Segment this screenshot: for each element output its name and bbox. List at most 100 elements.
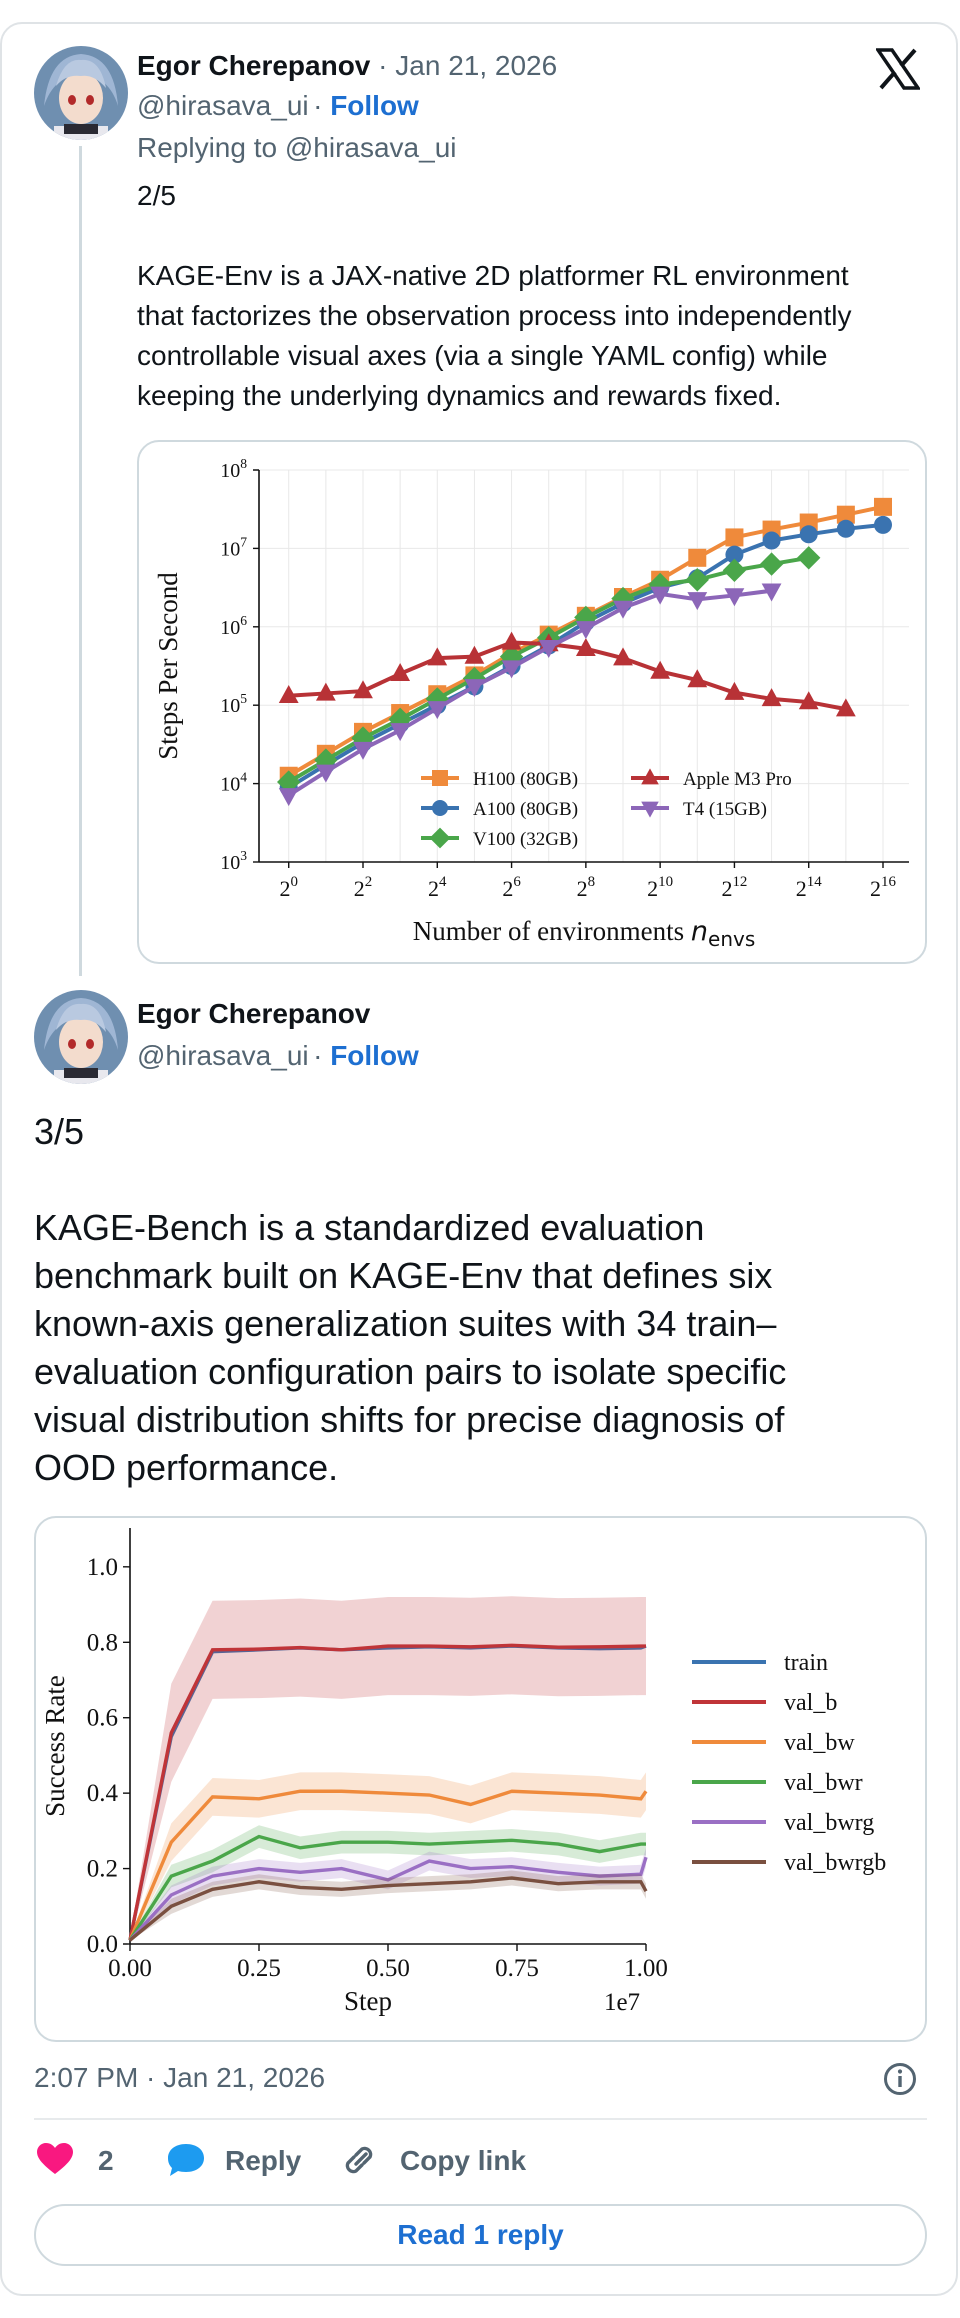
author-handle[interactable]: @hirasava_ui bbox=[137, 1040, 309, 1071]
data-point bbox=[762, 531, 781, 550]
series-line bbox=[128, 1834, 646, 1942]
handle-row: @hirasava_ui · Follow bbox=[137, 88, 419, 129]
avatar-image bbox=[34, 990, 128, 1084]
follow-button[interactable]: Follow bbox=[330, 90, 419, 121]
confidence-band bbox=[130, 1825, 646, 1941]
reply-label[interactable]: Reply bbox=[225, 2145, 302, 2176]
tweet-text-line: OOD performance. bbox=[34, 1447, 339, 1488]
y-tick-label: 108 bbox=[220, 456, 247, 482]
legend-item: val_b bbox=[692, 1690, 837, 1716]
post-timestamp[interactable]: 2:07 PM · Jan 21, 2026 bbox=[34, 2062, 326, 2093]
x-tick-label: 1.00 bbox=[624, 1955, 668, 1982]
avatar-image bbox=[34, 46, 128, 140]
data-point bbox=[464, 679, 485, 698]
y-tick-label: 104 bbox=[220, 770, 247, 796]
link-icon bbox=[345, 2146, 373, 2174]
author-name[interactable]: Egor Cherepanov · Jan 21, 2026 bbox=[137, 48, 557, 84]
data-point bbox=[650, 660, 671, 679]
x-tick-label: 24 bbox=[428, 874, 447, 901]
legend-item: val_bwrgb bbox=[692, 1850, 886, 1876]
legend-label: val_b bbox=[784, 1690, 837, 1716]
confidence-band bbox=[130, 1847, 646, 1941]
data-point bbox=[724, 588, 745, 607]
x-tick-label: 26 bbox=[502, 874, 521, 901]
thread-connector bbox=[79, 146, 82, 976]
tweet-text: KAGE-Env is a JAX-native 2D platformer R… bbox=[137, 256, 927, 416]
data-point bbox=[761, 688, 782, 707]
data-point bbox=[761, 583, 782, 602]
info-icon[interactable] bbox=[883, 2062, 917, 2101]
legend-item: T4 (15GB) bbox=[631, 799, 767, 820]
data-point bbox=[278, 684, 299, 703]
data-series bbox=[278, 583, 782, 807]
x-logo-icon[interactable] bbox=[874, 48, 922, 95]
y-axis-label: Success Rate bbox=[40, 1675, 70, 1817]
x-tick-label: 0.75 bbox=[495, 1955, 539, 1982]
data-point bbox=[353, 741, 373, 760]
success-rate-chart: 0.00 0.25 0.50 0.75 1.00 0.0 0.2 0.4 0.6 0.8 1.0 St… bbox=[40, 1528, 886, 2016]
tweet-text-line: visual distribution shifts for precise d… bbox=[34, 1399, 785, 1440]
read-replies-button[interactable]: Read 1 reply bbox=[34, 2204, 927, 2266]
data-point bbox=[353, 680, 373, 699]
x-axis-label: Step bbox=[344, 1986, 392, 2016]
y-tick-label: 1.0 bbox=[87, 1554, 118, 1581]
post-date[interactable]: Jan 21, 2026 bbox=[395, 50, 558, 81]
data-point bbox=[390, 663, 411, 682]
separator-dot: · bbox=[313, 1040, 331, 1071]
like-count[interactable]: 2 bbox=[98, 2145, 114, 2176]
data-point bbox=[315, 764, 336, 783]
y-tick-label: 105 bbox=[220, 691, 247, 717]
data-point bbox=[278, 788, 299, 807]
author-name[interactable]: Egor Cherepanov bbox=[137, 998, 371, 1029]
y-axis-label: Steps Per Second bbox=[153, 572, 183, 760]
author-name-text[interactable]: Egor Cherepanov bbox=[137, 50, 371, 81]
legend-label: val_bwr bbox=[784, 1770, 863, 1796]
legend-label: val_bw bbox=[784, 1730, 855, 1756]
data-point bbox=[685, 568, 709, 592]
legend-label: T4 (15GB) bbox=[683, 799, 767, 820]
data-point bbox=[429, 827, 451, 849]
copy-link-button[interactable] bbox=[340, 2142, 378, 2183]
data-series bbox=[278, 631, 856, 717]
data-point bbox=[725, 545, 744, 564]
data-point bbox=[650, 586, 671, 605]
data-point bbox=[648, 572, 672, 597]
data-series bbox=[128, 1847, 648, 1942]
y-tick-label: 107 bbox=[220, 534, 247, 560]
tweet-text-line: benchmark built on KAGE-Env that defines… bbox=[34, 1255, 773, 1296]
y-tick-label: 103 bbox=[220, 848, 247, 874]
series-line bbox=[128, 1856, 648, 1942]
copy-link-label[interactable]: Copy link bbox=[400, 2145, 527, 2176]
legend-label: V100 (32GB) bbox=[473, 829, 578, 850]
x-multiplier-label: 1e7 bbox=[604, 1989, 640, 2016]
series-line bbox=[128, 1643, 646, 1941]
legend-item: train bbox=[692, 1650, 828, 1676]
reply-button[interactable] bbox=[166, 2142, 206, 2183]
x-tick-label: 210 bbox=[647, 874, 673, 901]
data-point bbox=[874, 515, 892, 534]
data-point bbox=[688, 548, 707, 567]
avatar[interactable] bbox=[34, 990, 128, 1084]
separator-dot: · bbox=[378, 50, 396, 81]
series-line bbox=[128, 1789, 648, 1941]
x-tick-label: 214 bbox=[796, 874, 822, 901]
y-tick-label: 0.2 bbox=[87, 1856, 118, 1883]
chart-image-success-rate[interactable]: 0.00 0.25 0.50 0.75 1.00 0.0 0.2 0.4 0.6 0.8 1.0 St… bbox=[34, 1516, 927, 2042]
data-point bbox=[315, 682, 336, 701]
legend-item: V100 (32GB) bbox=[421, 827, 578, 850]
data-series bbox=[128, 1596, 646, 1943]
avatar[interactable] bbox=[34, 46, 128, 140]
author-handle[interactable]: @hirasava_ui bbox=[137, 90, 309, 121]
divider bbox=[34, 2118, 927, 2120]
heart-icon bbox=[37, 2143, 73, 2174]
tweet-text-index: 3/5 bbox=[34, 1111, 85, 1152]
chart-image-throughput[interactable]: 20 22 24 26 28 210 212 214 216 103 104 105 106 107 108… bbox=[137, 440, 927, 964]
like-button[interactable] bbox=[36, 2142, 74, 2181]
replying-to[interactable]: Replying to @hirasava_ui bbox=[137, 132, 457, 163]
data-point bbox=[613, 647, 633, 666]
follow-button[interactable]: Follow bbox=[330, 1040, 419, 1071]
data-series bbox=[128, 1825, 646, 1942]
x-tick-label: 28 bbox=[577, 874, 595, 901]
data-point bbox=[575, 637, 596, 656]
tweet-text: KAGE-Bench is a standardized evaluation … bbox=[34, 1204, 924, 1492]
